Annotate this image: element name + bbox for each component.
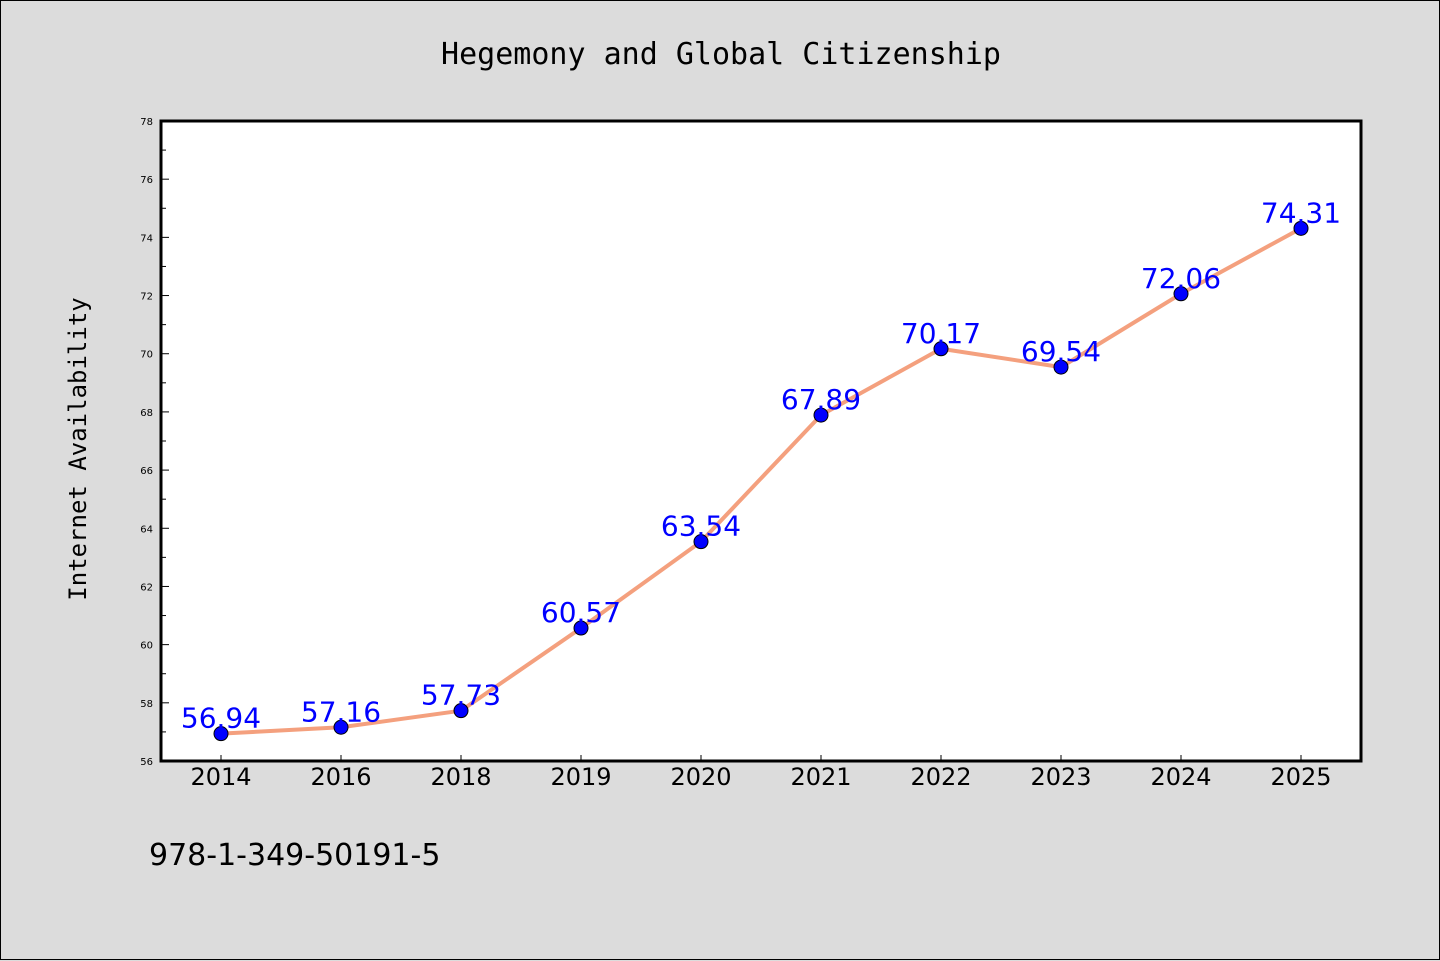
y-tick-label: 66 [140, 466, 153, 477]
x-tick-label: 2019 [550, 763, 611, 791]
data-label: 70.17 [901, 317, 981, 350]
data-label: 57.16 [301, 695, 381, 728]
y-tick-label: 78 [140, 117, 153, 128]
data-label: 72.06 [1141, 262, 1221, 295]
chart-title: Hegemony and Global Citizenship [441, 37, 1001, 72]
y-tick-label: 56 [140, 757, 153, 768]
x-axis: 2014 2016 2018 2019 2020 2021 2022 2023 2024 2025 [190, 755, 1332, 791]
x-tick-label: 2020 [670, 763, 731, 791]
x-tick-label: 2024 [1150, 763, 1211, 791]
data-point [693, 534, 709, 550]
data-point [1293, 220, 1309, 236]
series-line [220, 226, 1302, 736]
data-label: 63.54 [661, 510, 741, 543]
plot-area [159, 119, 1363, 763]
data-label: 56.94 [181, 702, 261, 735]
y-axis: 56 58 60 62 64 66 68 70 72 74 76 78 [140, 117, 169, 768]
x-tick-label: 2022 [910, 763, 971, 791]
x-tick-label: 2023 [1030, 763, 1091, 791]
data-point [813, 407, 829, 423]
y-tick-label: 68 [140, 408, 153, 419]
data-label: 69.54 [1021, 335, 1101, 368]
data-point [1173, 286, 1189, 302]
y-tick-label: 76 [140, 175, 153, 186]
data-point [1053, 359, 1069, 375]
data-label: 57.73 [421, 679, 501, 712]
y-tick-label: 72 [140, 292, 153, 303]
data-point [573, 620, 589, 636]
y-tick-label: 64 [140, 524, 153, 535]
data-point [933, 341, 949, 357]
data-point [453, 703, 469, 719]
y-tick-label: 62 [140, 582, 153, 593]
y-tick-label: 58 [140, 699, 153, 710]
data-labels: 56.94 57.16 57.73 60.57 63.54 67.89 70.17 69.54… [181, 196, 1341, 734]
data-label: 74.31 [1261, 196, 1341, 229]
data-label: 60.57 [541, 596, 621, 629]
data-point [213, 726, 229, 742]
footer-code: 978-1-349-50191-5 [149, 838, 440, 873]
data-point [333, 719, 349, 735]
x-tick-label: 2014 [190, 763, 251, 791]
x-tick-label: 2025 [1270, 763, 1331, 791]
y-axis-label: Internet Availability [64, 297, 92, 600]
data-markers [213, 220, 1309, 742]
y-tick-label: 70 [140, 350, 153, 361]
y-tick-label: 60 [140, 641, 153, 652]
x-tick-label: 2021 [790, 763, 851, 791]
data-label: 67.89 [781, 383, 861, 416]
y-tick-label: 74 [140, 233, 153, 244]
x-tick-label: 2016 [310, 763, 371, 791]
x-tick-label: 2018 [430, 763, 491, 791]
